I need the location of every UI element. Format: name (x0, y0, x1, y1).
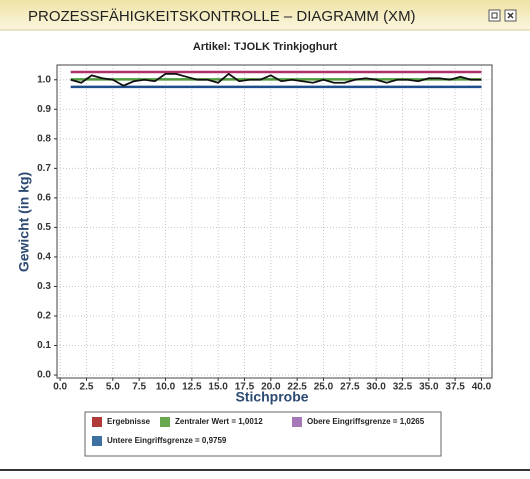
data-line (70, 72, 482, 87)
y-tick-label: 0.5 (37, 222, 51, 233)
button-glyph (507, 12, 514, 19)
y-tick-label: 0.2 (37, 311, 51, 322)
x-tick-label: 7.5 (132, 382, 146, 393)
x-tick-label: 17.5 (235, 382, 255, 393)
y-tick-label: 0.9 (37, 104, 51, 115)
plot-frame (56, 64, 493, 379)
y-tick-label: 0.8 (37, 133, 51, 144)
x-tick-label: 12.5 (182, 382, 202, 393)
y-axis-label: Gewicht (in kg) (16, 172, 32, 272)
y-tick-label: 0.3 (37, 281, 51, 292)
legend-label: Obere Eingriffsgrenze = 1,0265 (307, 417, 425, 426)
button-glyph (491, 12, 498, 19)
legend-swatch (160, 417, 170, 427)
legend-label: Ergebnisse (107, 417, 151, 426)
x-axis-label: Stichprobe (235, 389, 308, 405)
y-tick-label: 0.1 (37, 340, 51, 351)
legend-label: Zentraler Wert = 1,0012 (175, 417, 263, 426)
legend-label: Untere Eingriffsgrenze = 0,9759 (107, 436, 227, 445)
x-tick-label: 2.5 (80, 382, 94, 393)
y-tick-label: 0.0 (37, 370, 51, 381)
window-title: PROZESSFÄHIGKEITSKONTROLLE – DIAGRAMM (X… (28, 8, 416, 25)
legend-swatch (92, 417, 102, 427)
x-tick-label: 35.0 (419, 382, 439, 393)
y-tick-label: 0.4 (37, 252, 51, 263)
legend-swatch (92, 436, 102, 446)
x-tick-label: 20.0 (261, 382, 281, 393)
minimize-button[interactable] (488, 9, 501, 22)
x-tick-label: 25.0 (314, 382, 334, 393)
x-tick-label: 40.0 (472, 382, 492, 393)
x-tick-label: 0.0 (53, 382, 67, 393)
x-tick-label: 10.0 (156, 382, 176, 393)
title-bar (0, 0, 530, 30)
x-tick-label: 30.0 (366, 382, 386, 393)
close-button[interactable] (504, 9, 517, 22)
x-tick-label: 37.5 (445, 382, 465, 393)
legend-box (84, 411, 442, 457)
x-tick-label: 22.5 (287, 382, 307, 393)
y-tick-label: 0.7 (37, 163, 51, 174)
legend-swatch (292, 417, 302, 427)
x-tick-label: 15.0 (208, 382, 228, 393)
x-tick-label: 27.5 (340, 382, 360, 393)
y-tick-label: 1.0 (37, 74, 51, 85)
x-tick-label: 5.0 (106, 382, 120, 393)
button-frame[interactable] (488, 9, 501, 22)
x-tick-label: 32.5 (393, 382, 413, 393)
y-tick-label: 0.6 (37, 193, 51, 204)
chart-title: Artikel: TJOLK Trinkjoghurt (193, 41, 338, 53)
